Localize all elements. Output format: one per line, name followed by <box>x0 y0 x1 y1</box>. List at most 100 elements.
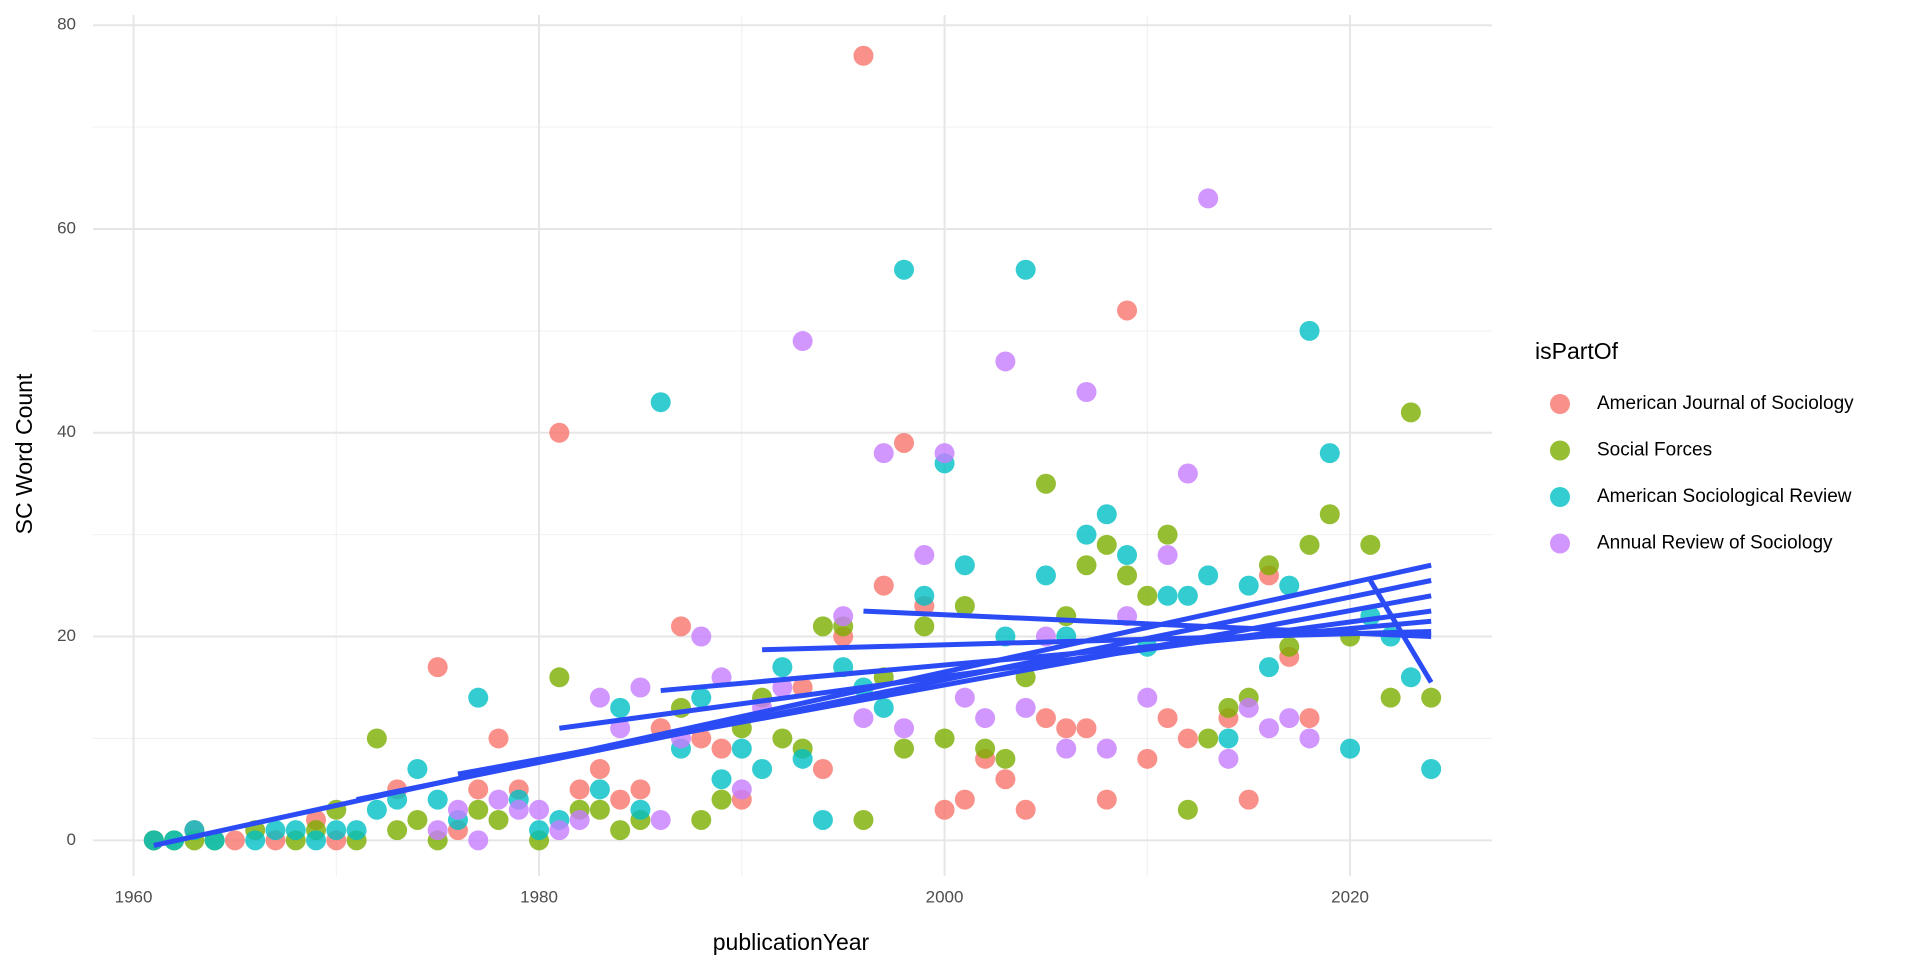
point <box>245 830 266 851</box>
point <box>1218 748 1239 769</box>
point <box>1035 708 1056 729</box>
x-tick-label: 1960 <box>115 887 153 906</box>
legend-title: isPartOf <box>1535 338 1619 364</box>
point <box>1157 708 1178 729</box>
point <box>1096 789 1117 810</box>
point <box>589 759 610 780</box>
y-tick-label: 40 <box>57 422 76 441</box>
point <box>995 748 1016 769</box>
point <box>1076 524 1097 545</box>
point <box>1279 708 1300 729</box>
point <box>1096 534 1117 555</box>
point <box>143 830 164 851</box>
y-tick-label: 80 <box>57 15 76 34</box>
point <box>995 769 1016 790</box>
point <box>914 585 935 606</box>
point <box>914 616 935 637</box>
point <box>1117 300 1138 321</box>
point <box>1157 585 1178 606</box>
point <box>427 657 448 678</box>
point <box>468 779 489 800</box>
point <box>1299 534 1320 555</box>
point <box>1279 636 1300 657</box>
point <box>610 697 631 718</box>
point <box>873 575 894 596</box>
point <box>1198 728 1219 749</box>
point <box>549 667 570 688</box>
point <box>1056 738 1077 759</box>
point <box>954 555 975 576</box>
point <box>731 738 752 759</box>
point <box>1238 697 1259 718</box>
point <box>914 545 935 566</box>
point <box>1258 555 1279 576</box>
point <box>691 687 712 708</box>
point <box>427 820 448 841</box>
point <box>1319 504 1340 525</box>
point <box>1400 402 1421 423</box>
point <box>265 820 286 841</box>
fit-line <box>1368 579 1434 684</box>
x-tick-label: 2000 <box>926 887 964 906</box>
x-axis-title: publicationYear <box>713 929 870 955</box>
point <box>1258 657 1279 678</box>
point <box>285 820 306 841</box>
point <box>873 697 894 718</box>
point <box>873 443 894 464</box>
point <box>650 809 671 830</box>
point <box>853 708 874 729</box>
point <box>488 809 509 830</box>
legend-marker <box>1550 533 1570 554</box>
point <box>569 809 590 830</box>
point <box>529 799 550 820</box>
fit-line <box>863 608 1432 640</box>
legend-marker <box>1550 394 1570 414</box>
point <box>1137 748 1158 769</box>
point <box>954 595 975 616</box>
point <box>934 799 955 820</box>
legend-label: American Journal of Sociology <box>1597 393 1854 414</box>
point <box>812 809 833 830</box>
point <box>1177 585 1198 606</box>
point <box>1238 575 1259 596</box>
point <box>792 331 813 352</box>
point <box>1137 585 1158 606</box>
point <box>1177 799 1198 820</box>
point <box>306 830 327 851</box>
point <box>691 809 712 830</box>
point <box>468 687 489 708</box>
point <box>1218 697 1239 718</box>
point <box>610 789 631 810</box>
point <box>447 799 468 820</box>
y-tick-label: 20 <box>57 626 76 645</box>
point <box>853 809 874 830</box>
point <box>772 657 793 678</box>
point <box>731 779 752 800</box>
point <box>650 392 671 413</box>
point <box>1015 697 1036 718</box>
point <box>1056 718 1077 739</box>
x-tick-label: 2020 <box>1331 887 1369 906</box>
point <box>1076 718 1097 739</box>
point <box>1279 575 1300 596</box>
point <box>752 759 773 780</box>
point <box>1360 534 1381 555</box>
point <box>1035 473 1056 494</box>
point <box>975 708 996 729</box>
point <box>569 779 590 800</box>
point <box>224 830 245 851</box>
point <box>894 432 915 453</box>
point <box>954 789 975 810</box>
point <box>1056 606 1077 627</box>
point <box>1157 524 1178 545</box>
point <box>1015 799 1036 820</box>
point <box>894 718 915 739</box>
point <box>589 799 610 820</box>
point <box>792 748 813 769</box>
point <box>1096 738 1117 759</box>
point <box>711 789 732 810</box>
point <box>995 351 1016 372</box>
point <box>488 789 509 810</box>
point <box>1380 687 1401 708</box>
